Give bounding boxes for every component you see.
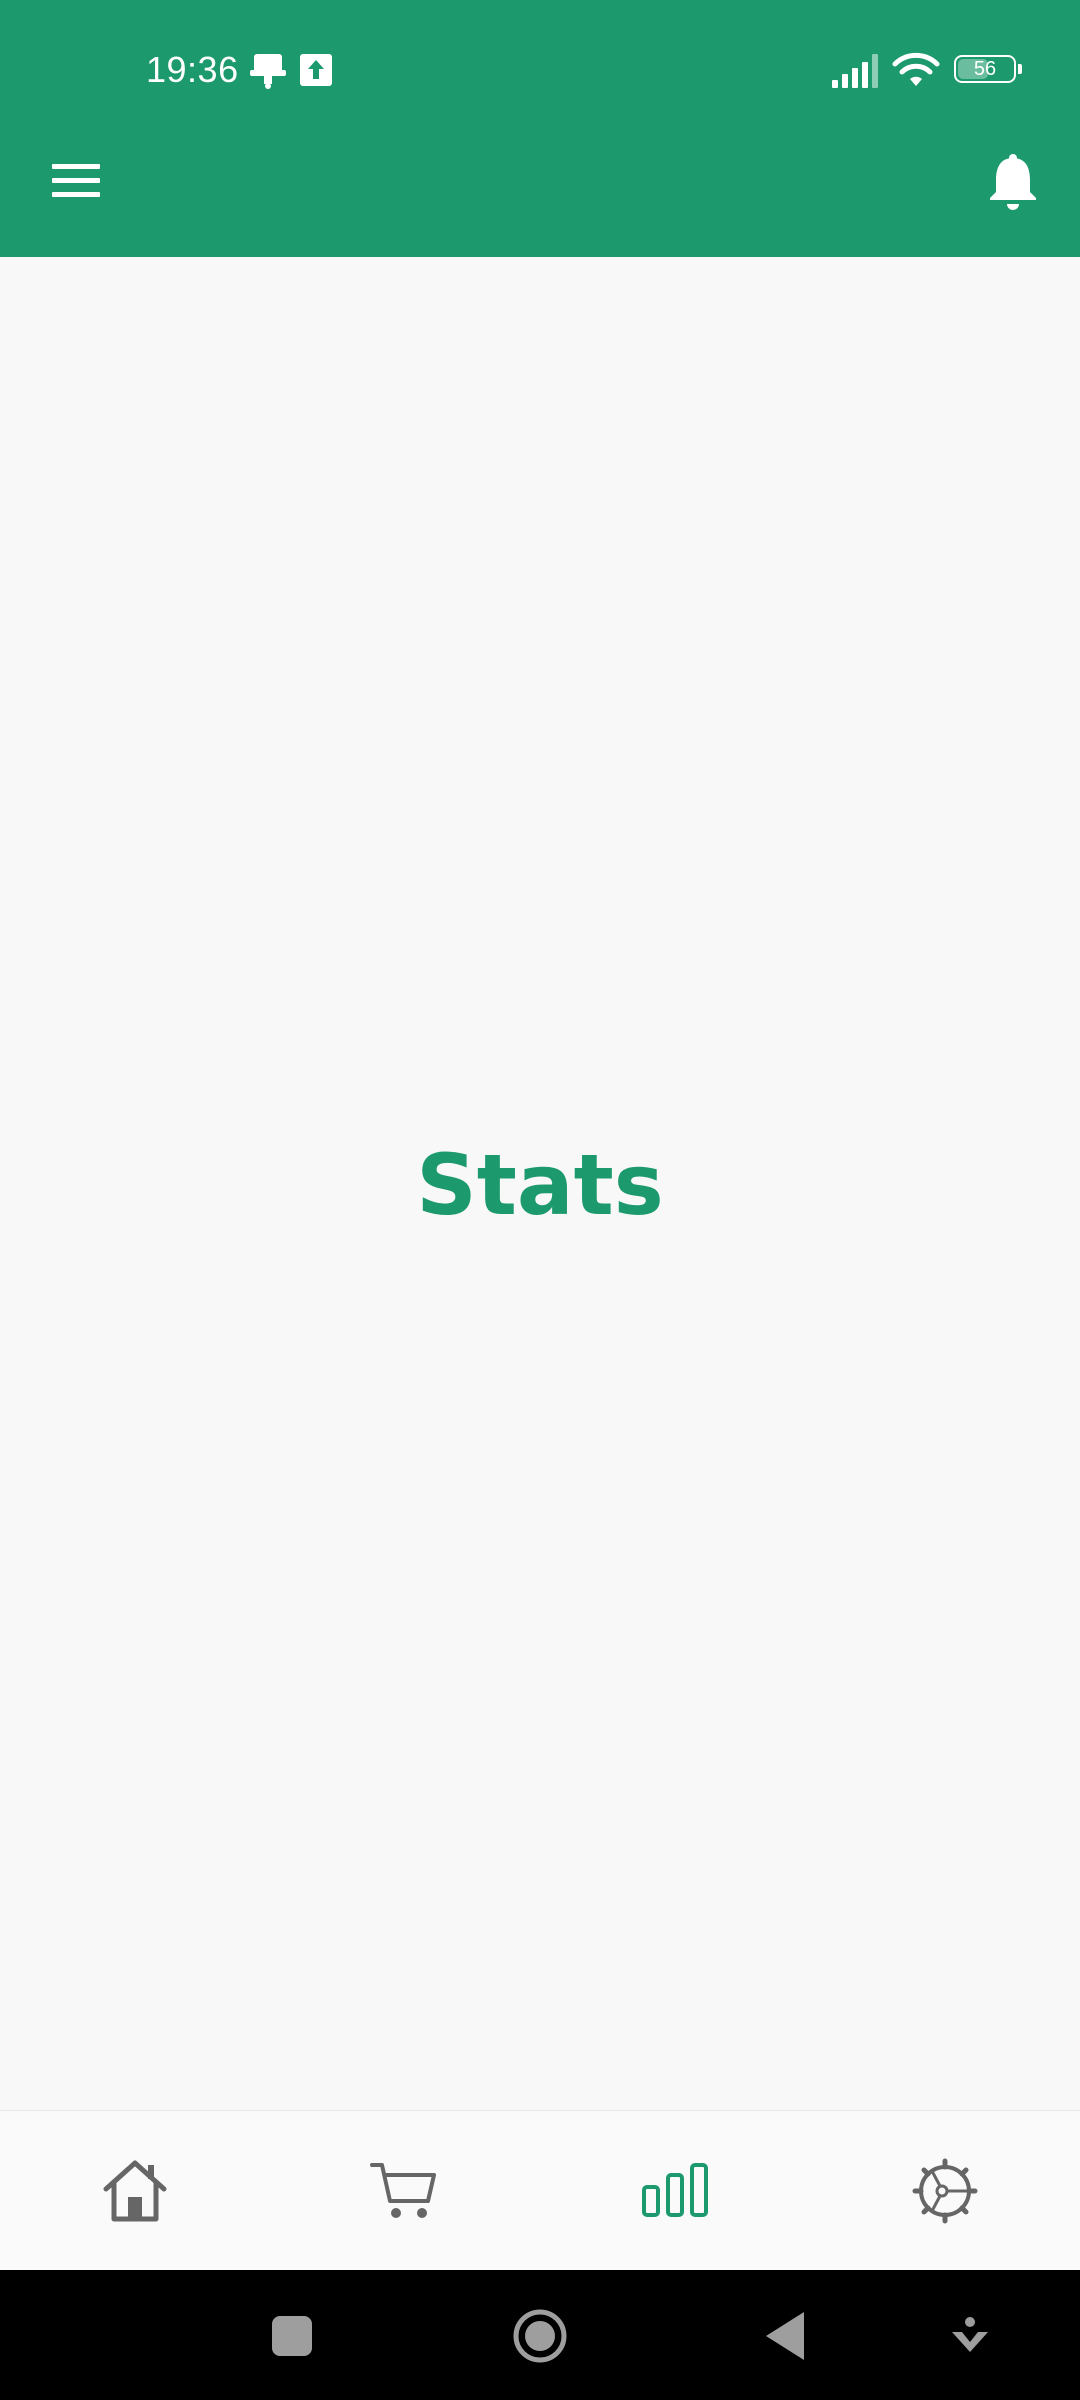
nav-item-cart[interactable] — [270, 2111, 540, 2271]
recents-icon[interactable] — [270, 2314, 314, 2358]
notification-icon — [250, 54, 286, 89]
home-icon — [103, 2160, 167, 2222]
status-time: 19:36 — [146, 49, 239, 90]
battery-icon: 56 — [954, 55, 1022, 83]
bottom-navigation — [0, 2110, 1080, 2271]
system-navigation-bar — [0, 2270, 1080, 2400]
gear-icon — [912, 2158, 978, 2224]
nav-item-stats[interactable] — [540, 2111, 810, 2271]
status-bar: 19:36 56 — [0, 0, 1080, 140]
bar-chart-icon — [642, 2163, 708, 2217]
wifi-icon — [892, 52, 940, 86]
upload-icon — [300, 54, 332, 86]
top-app-bar: 19:36 56 — [0, 0, 1080, 257]
nav-item-settings[interactable] — [810, 2111, 1080, 2271]
accessibility-icon[interactable] — [950, 2316, 990, 2356]
main-content — [0, 257, 1080, 2110]
bell-icon[interactable] — [986, 152, 1040, 212]
hamburger-menu-icon[interactable] — [48, 160, 104, 200]
battery-level: 56 — [973, 58, 997, 80]
home-circle-icon[interactable] — [512, 2308, 568, 2364]
signal-icon — [832, 54, 878, 88]
page-title: Stats — [416, 1136, 664, 1234]
cart-icon — [370, 2163, 436, 2218]
back-icon[interactable] — [764, 2310, 808, 2362]
nav-item-home[interactable] — [0, 2111, 270, 2271]
